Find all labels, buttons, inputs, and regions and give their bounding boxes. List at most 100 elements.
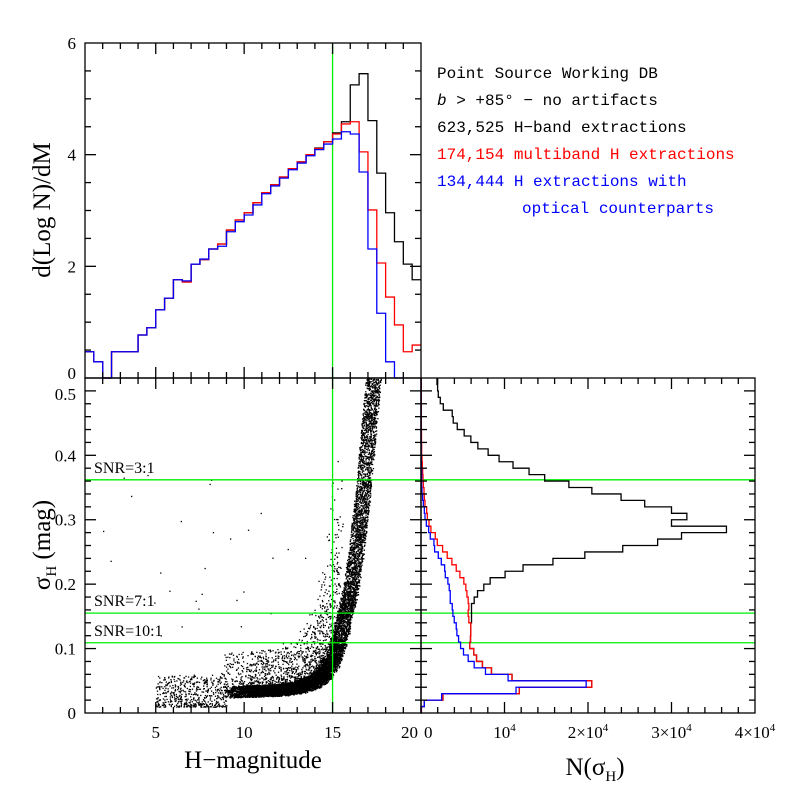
scatter-point	[331, 670, 333, 672]
scatter-point	[370, 417, 372, 419]
scatter-point	[340, 648, 342, 650]
scatter-point	[303, 691, 305, 694]
scatter-point	[363, 470, 365, 472]
scatter-point	[364, 487, 366, 490]
scatter-point	[351, 556, 353, 558]
scatter-point	[368, 416, 370, 419]
scatter-point	[346, 615, 348, 617]
scatter-point	[344, 584, 346, 586]
scatter-point	[376, 389, 378, 391]
scatter-point	[359, 515, 361, 517]
scatter-point	[353, 546, 356, 548]
scatter-point	[369, 425, 372, 427]
scatter-point	[338, 611, 341, 613]
scatter-point	[355, 593, 357, 596]
scatter-point	[374, 438, 377, 440]
scatter-point	[353, 587, 355, 589]
scatter-point	[302, 679, 304, 681]
scatter-point	[345, 575, 347, 577]
scatter-point	[354, 568, 356, 570]
scatter-point	[374, 430, 377, 433]
scatter-point	[361, 536, 363, 538]
scatter-point	[361, 505, 364, 507]
scatter-point	[376, 411, 378, 413]
scatter-point	[345, 613, 347, 615]
scatter-point	[311, 688, 313, 691]
scatter-point	[368, 444, 370, 446]
scatter-point	[368, 510, 370, 513]
scatter-point	[347, 616, 349, 618]
scatter-point	[346, 622, 348, 624]
scatter-point	[341, 618, 343, 620]
scatter-point	[365, 423, 367, 425]
scatter-point	[347, 579, 349, 581]
scatter-point	[347, 604, 349, 606]
scatter-point	[365, 419, 367, 421]
scatter-point	[350, 551, 353, 553]
scatter-point	[362, 499, 364, 501]
scatter-point	[356, 523, 358, 525]
scatter-point	[303, 690, 305, 692]
scatter-point	[298, 693, 300, 695]
scatter-point	[367, 443, 369, 445]
scatter-point	[340, 639, 343, 641]
scatter-point	[361, 452, 363, 454]
scatter-point	[362, 414, 364, 416]
scatter-point	[355, 568, 357, 570]
scatter-point	[364, 495, 366, 497]
scatter-point	[346, 562, 348, 564]
scatter-point	[349, 549, 351, 552]
scatter-point	[346, 629, 349, 631]
scatter-point	[346, 581, 348, 583]
scatter-point	[369, 405, 371, 407]
scatter-point	[368, 510, 370, 512]
scatter-point	[364, 542, 367, 544]
scatter-point	[341, 660, 343, 662]
scatter-point	[342, 652, 344, 654]
scatter-point	[359, 525, 361, 527]
scatter-point	[371, 383, 373, 385]
scatter-point	[348, 595, 350, 597]
scatter-point	[337, 663, 339, 665]
scatter-point	[367, 463, 369, 465]
scatter-point	[365, 526, 367, 528]
scatter-point	[360, 454, 362, 456]
scatter-point	[359, 538, 361, 540]
scatter-point	[350, 558, 352, 560]
scatter-point	[376, 387, 378, 389]
scatter-point	[360, 465, 362, 468]
scatter-point	[362, 525, 364, 527]
scatter-point	[359, 513, 361, 515]
scatter-point	[380, 381, 382, 384]
scatter-point	[365, 457, 367, 459]
scatter-point	[342, 645, 344, 647]
scatter-point	[334, 653, 336, 655]
scatter-point	[227, 696, 229, 698]
scatter-point	[348, 627, 350, 629]
scatter-point	[321, 661, 323, 663]
scatter-point	[373, 455, 375, 457]
scatter-point	[364, 494, 366, 496]
scatter-point	[363, 553, 365, 555]
scatter-point	[346, 567, 349, 569]
scatter-point	[347, 601, 349, 603]
scatter-point	[365, 495, 367, 497]
scatter-point	[370, 399, 372, 401]
scatter-point	[347, 610, 350, 613]
scatter-point	[321, 683, 323, 685]
scatter-point	[365, 527, 367, 529]
scatter-point	[369, 382, 371, 384]
scatter-point	[361, 510, 363, 512]
scatter-point	[368, 503, 370, 505]
scatter-point	[365, 523, 367, 525]
scatter-point	[347, 607, 349, 609]
scatter-point	[365, 429, 367, 431]
scatter-point	[365, 474, 367, 476]
scatter-point	[373, 423, 375, 425]
scatter-point	[326, 677, 329, 679]
scatter-point	[341, 653, 344, 655]
scatter-point	[361, 559, 364, 561]
scatter-point	[357, 573, 360, 575]
scatter-point	[260, 692, 262, 694]
scatter-point	[370, 468, 372, 470]
